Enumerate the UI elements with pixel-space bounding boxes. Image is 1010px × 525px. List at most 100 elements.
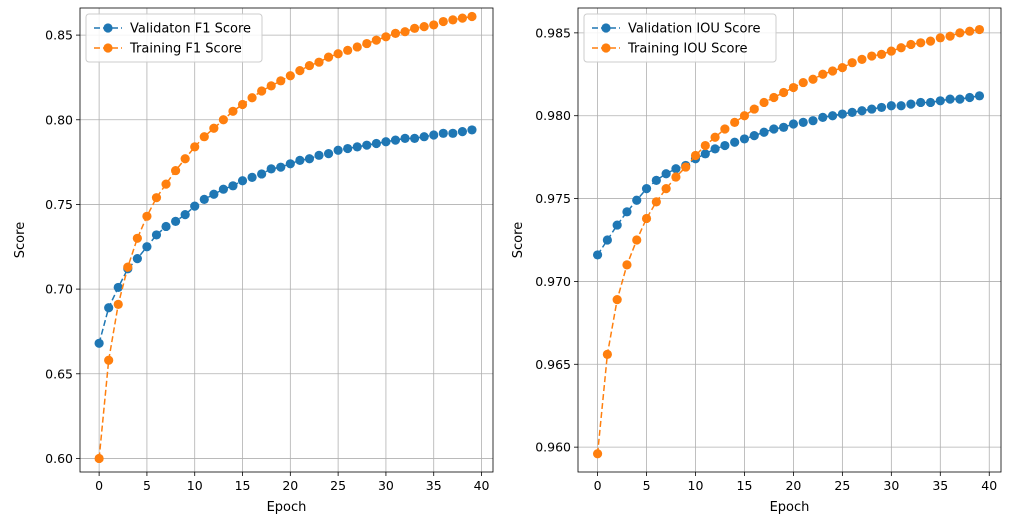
data-point <box>161 221 171 232</box>
data-point <box>343 143 353 154</box>
data-point <box>171 165 181 176</box>
data-point <box>906 99 916 109</box>
x-tick-label: 15 <box>235 478 251 493</box>
x-tick-label: 40 <box>981 478 997 493</box>
data-point <box>151 193 162 203</box>
data-point <box>612 295 622 305</box>
data-point <box>730 117 740 127</box>
data-point <box>218 184 229 194</box>
legend: Validaton F1 Score Training F1 Score <box>85 13 263 63</box>
data-point <box>123 262 133 272</box>
data-point <box>700 149 710 159</box>
data-point <box>769 124 779 134</box>
data-point <box>314 57 324 67</box>
series-line <box>98 15 473 459</box>
data-point <box>94 453 104 464</box>
series-0 <box>592 91 985 260</box>
data-point <box>247 93 257 103</box>
data-point <box>457 127 468 137</box>
data-point <box>295 66 305 76</box>
data-point <box>323 52 334 62</box>
y-tick-label: 0.965 <box>535 357 571 372</box>
series-line <box>596 28 980 454</box>
data-point <box>788 82 799 93</box>
data-point <box>199 194 209 204</box>
data-point <box>955 94 965 104</box>
data-point <box>467 11 477 22</box>
y-tick-label: 0.980 <box>535 108 571 123</box>
data-point <box>641 184 652 194</box>
x-tick-label: 35 <box>426 478 442 493</box>
data-point <box>837 109 847 119</box>
series-1 <box>94 11 477 464</box>
data-point <box>759 97 769 108</box>
legend-label: Validation IOU Score <box>628 22 760 37</box>
x-tick-label: 5 <box>643 478 651 493</box>
data-point <box>304 154 315 164</box>
data-point <box>237 176 248 186</box>
grid <box>80 8 493 472</box>
data-point <box>142 211 152 221</box>
data-point <box>965 26 975 36</box>
legend-label: Training F1 Score <box>129 42 242 57</box>
data-point <box>739 134 750 144</box>
data-point <box>467 125 477 135</box>
data-point <box>935 33 945 43</box>
data-point <box>151 230 162 240</box>
data-point <box>876 49 887 60</box>
data-point <box>857 54 867 64</box>
series-line <box>98 129 473 344</box>
data-point <box>730 137 740 147</box>
data-point <box>362 140 372 150</box>
data-point <box>429 130 439 140</box>
data-point <box>276 162 286 172</box>
data-point <box>720 124 730 134</box>
data-point <box>808 116 818 126</box>
data-point <box>886 46 896 56</box>
x-tick-label: 0 <box>95 478 103 493</box>
data-point <box>94 338 104 348</box>
data-point <box>945 94 955 104</box>
x-tick-label: 5 <box>143 478 151 493</box>
data-point <box>218 115 229 125</box>
data-point <box>314 150 324 160</box>
data-point <box>974 91 985 101</box>
data-point <box>965 92 975 103</box>
data-point <box>896 43 906 53</box>
y-axis-label: Score <box>13 222 28 258</box>
x-tick-label: 30 <box>883 478 899 493</box>
data-point <box>199 132 209 142</box>
data-point <box>333 49 343 59</box>
data-point <box>285 71 295 81</box>
data-point <box>104 303 114 313</box>
data-point <box>343 45 353 55</box>
data-point <box>132 254 142 264</box>
data-point <box>935 96 945 106</box>
data-point <box>925 97 936 108</box>
data-point <box>622 207 632 217</box>
data-point <box>867 51 877 61</box>
data-point <box>632 235 642 245</box>
data-point <box>113 282 123 293</box>
data-point <box>257 86 267 96</box>
data-point <box>180 154 190 164</box>
data-point <box>769 92 779 103</box>
data-point <box>237 99 248 110</box>
y-tick-label: 0.975 <box>535 191 571 206</box>
data-point <box>808 74 818 84</box>
legend-label: Validaton F1 Score <box>130 22 251 37</box>
data-point <box>779 122 789 132</box>
grid <box>578 8 1001 472</box>
data-point <box>400 133 410 143</box>
data-point <box>285 159 295 169</box>
data-point <box>661 184 671 194</box>
data-point <box>104 355 114 365</box>
data-point <box>448 128 458 138</box>
data-point <box>228 106 238 116</box>
data-point <box>333 145 343 155</box>
data-point <box>161 179 171 189</box>
data-point <box>410 133 420 143</box>
data-point <box>190 142 200 152</box>
data-point <box>632 195 642 205</box>
data-point <box>400 27 410 37</box>
